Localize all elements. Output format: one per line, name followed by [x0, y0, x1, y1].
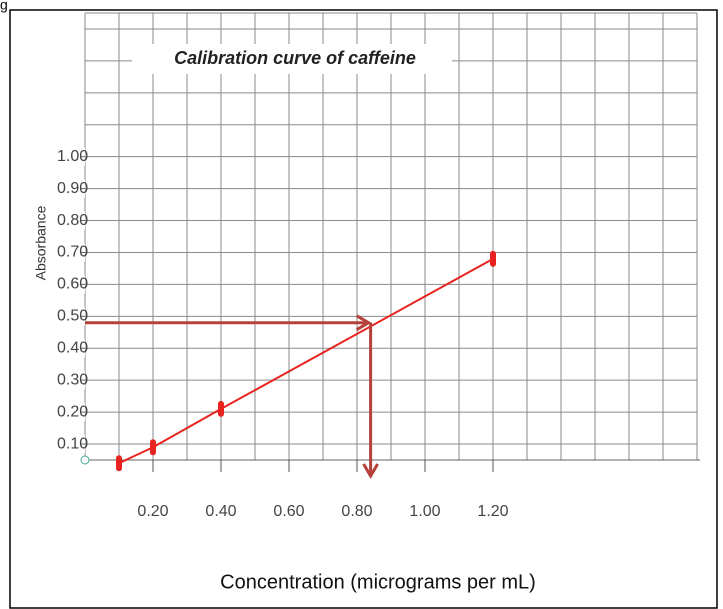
- tick-label-bg: [55, 435, 85, 454]
- y-tick-label: 0.90: [57, 180, 88, 197]
- tick-label-bg: [55, 307, 85, 326]
- chart-title: Calibration curve of caffeine: [174, 48, 416, 68]
- corner-text: g: [0, 0, 8, 13]
- y-tick-label: 0.10: [57, 435, 88, 452]
- y-axis-label: Absorbance: [33, 205, 49, 280]
- tick-label-bg: [55, 275, 85, 294]
- tick-label-bg: [55, 403, 85, 422]
- y-tick-label: 0.70: [57, 244, 88, 261]
- tick-label-bg: [55, 179, 85, 198]
- x-tick-label: 1.00: [409, 503, 440, 520]
- x-axis-label: Concentration (micrograms per mL): [220, 571, 536, 593]
- tick-label-bg: [55, 243, 85, 262]
- title-bg: [132, 44, 452, 74]
- data-point: [116, 455, 122, 472]
- grid: [84, 12, 698, 460]
- y-tick-label: 1.00: [57, 148, 88, 165]
- data-point: [490, 250, 496, 267]
- x-tick-label: 0.60: [273, 503, 304, 520]
- tick-label-bg: [55, 211, 85, 230]
- frame: [9, 9, 718, 609]
- y-tick-label: 0.80: [57, 212, 88, 229]
- series-line: [118, 257, 494, 465]
- tick-label-bg: [55, 339, 85, 358]
- x-tick-label: 0.40: [205, 503, 236, 520]
- x-tick-label: 1.20: [477, 503, 508, 520]
- y-tick-label: 0.50: [57, 308, 88, 325]
- tick-label-bg: [55, 147, 85, 166]
- x-tick-label: 0.80: [341, 503, 372, 520]
- arrow-head: [362, 463, 379, 479]
- origin: [80, 455, 90, 465]
- y-tick-label: 0.60: [57, 276, 88, 293]
- y-tick-label: 0.30: [57, 371, 88, 388]
- data-point: [150, 439, 156, 456]
- y-tick-label: 0.20: [57, 403, 88, 420]
- data-point: [218, 400, 224, 417]
- y-tick-label: 0.40: [57, 339, 88, 356]
- arrow-head: [355, 314, 372, 332]
- x-tick-label: 0.20: [137, 503, 168, 520]
- tick-label-bg: [55, 371, 85, 390]
